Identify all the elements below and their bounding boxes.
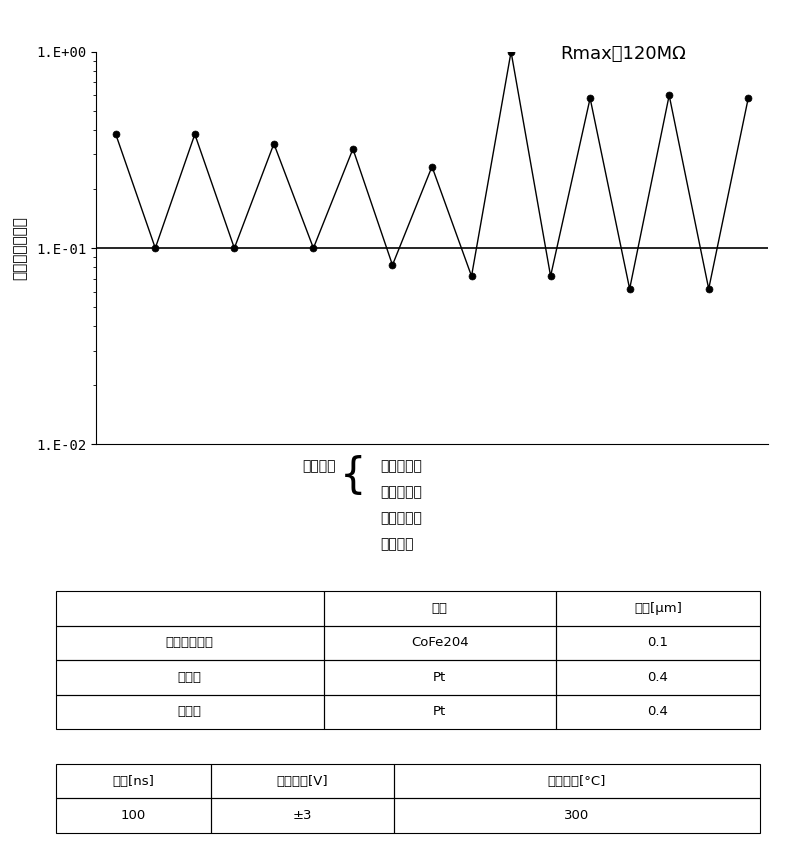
Text: 基板温度[°C]: 基板温度[°C] [548, 774, 606, 788]
Text: 脉寬[ns]: 脉寬[ns] [113, 774, 154, 788]
Text: Pt: Pt [433, 671, 446, 684]
Text: 電阻変化材料: 電阻変化材料 [166, 636, 214, 650]
Text: 奇数脉冲：: 奇数脉冲： [380, 459, 422, 473]
Text: 材料: 材料 [432, 602, 448, 615]
Text: Rmax＝120MΩ: Rmax＝120MΩ [560, 45, 686, 63]
Text: 脉冲数量: 脉冲数量 [302, 459, 336, 473]
Text: 正極脉冲，: 正極脉冲， [380, 485, 422, 499]
Text: 0.4: 0.4 [647, 671, 668, 684]
Text: 上電極: 上電極 [178, 671, 202, 684]
Text: Pt: Pt [433, 705, 446, 719]
Text: 厚度[μm]: 厚度[μm] [634, 602, 682, 615]
Text: 0.1: 0.1 [647, 636, 669, 650]
Text: 0.4: 0.4 [647, 705, 668, 719]
Text: ±3: ±3 [293, 809, 312, 822]
Y-axis label: 電阻（標準化）: 電阻（標準化） [13, 216, 28, 280]
Text: 下電極: 下電極 [178, 705, 202, 719]
Text: 負極脉冲: 負極脉冲 [380, 537, 414, 551]
Text: 偶数脉冲：: 偶数脉冲： [380, 511, 422, 525]
Text: 100: 100 [121, 809, 146, 822]
Text: CoFe204: CoFe204 [411, 636, 469, 650]
Text: 脉冲電圧[V]: 脉冲電圧[V] [277, 774, 328, 788]
Text: {: { [340, 455, 366, 497]
Text: 300: 300 [564, 809, 590, 822]
